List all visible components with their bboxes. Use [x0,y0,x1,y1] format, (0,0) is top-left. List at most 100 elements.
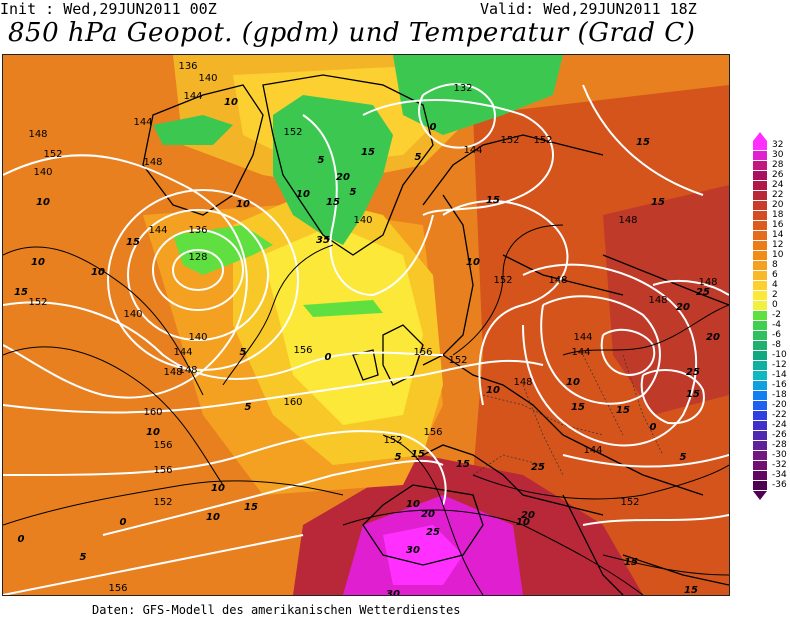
colorbar-label: -4 [772,320,781,330]
colorbar-swatch [753,301,767,310]
colorbar-label: 2 [772,290,778,300]
temperature-label: 5 [318,155,325,166]
colorbar-swatch [753,241,767,250]
temperature-label: 15 [326,197,340,208]
cold-pool-west [153,115,233,145]
colorbar-swatch [753,221,767,230]
colorbar-swatch [753,481,767,490]
temperature-label: 15 [651,197,665,208]
colorbar-swatch [753,311,767,320]
geopotential-label: 140 [198,73,217,84]
colorbar-label: -34 [772,470,787,480]
colorbar-swatch [753,411,767,420]
geopotential-label: 148 [548,275,567,286]
colorbar-label: 8 [772,260,778,270]
temperature-label: 20 [706,332,720,343]
yellow-core [263,225,423,425]
temperature-label: 15 [616,405,630,416]
geopotential-label: 140 [123,309,142,320]
geopotential-label: 148 [163,367,182,378]
geopotential-label: 152 [500,135,519,146]
geopotential-label: 148 [28,129,47,140]
colorbar-swatch [753,461,767,470]
colorbar-swatch [753,171,767,180]
colorbar-swatch [753,321,767,330]
temperature-label: 5 [80,552,87,563]
colorbar-swatch [753,471,767,480]
colorbar-label: 20 [772,200,784,210]
temperature-label: 10 [91,267,105,278]
geopotential-label: 156 [108,583,127,594]
temperature-label: 15 [411,449,425,460]
colorbar-label: -22 [772,410,787,420]
temperature-isotherms [3,224,729,595]
colorbar-swatch [753,161,767,170]
geopotential-label: 160 [143,407,162,418]
temperature-label: 5 [240,347,247,358]
colorbar-label: -26 [772,430,787,440]
geopotential-label: 152 [448,355,467,366]
temperature-label: 25 [531,462,545,473]
geopotential-label: 144 [571,347,590,358]
temperature-label: 0 [120,517,127,528]
temperature-label: 0 [18,534,25,545]
temperature-label: 15 [244,502,258,513]
geopotential-label: 140 [353,215,372,226]
geopotential-label: 160 [283,397,302,408]
geopotential-label: 152 [28,297,47,308]
colorbar-label: -24 [772,420,787,430]
temperature-label: 20 [521,510,535,521]
geopotential-label: 148 [618,215,637,226]
colorbar-label: 10 [772,250,784,260]
geopotential-label: 156 [413,347,432,358]
geopotential-label: 156 [153,465,172,476]
geopotential-label: 132 [453,83,472,94]
weather-map: 136 140 144 148 152 140 144 148 152 156 160 156 160 1… [2,54,730,596]
geopotential-label: 152 [283,127,302,138]
contour-labels: 136 140 144 148 152 140 144 148 152 156 160 156 160 1… [14,61,720,595]
temperature-label: 10 [206,512,220,523]
geopotential-label: 128 [188,252,207,263]
colorbar-label: -18 [772,390,787,400]
geopotential-label: 152 [620,497,639,508]
colorbar-label: -14 [772,370,787,380]
temperature-label: 10 [224,97,238,108]
geopotential-label: 152 [153,497,172,508]
colorbar-label: -30 [772,450,787,460]
colorbar-label: -6 [772,330,781,340]
geopotential-label: 152 [533,135,552,146]
colorbar-label: 16 [772,220,784,230]
temperature-label: 20 [336,172,350,183]
colorbar-label: 32 [772,140,784,150]
geopotential-label: 156 [423,427,442,438]
temperature-label: 15 [636,137,650,148]
colorbar-swatch [753,371,767,380]
colorbar-swatch [753,181,767,190]
valid-time: Valid: Wed,29JUN2011 18Z [480,0,697,18]
temperature-label: 25 [686,367,700,378]
geopotential-label: 144 [573,332,592,343]
hottest-core [383,525,463,585]
colorbar-label: 24 [772,180,784,190]
temperature-label: 0 [650,422,657,433]
colorbar-swatch [753,271,767,280]
colorbar-label: 14 [772,230,784,240]
colorbar-label: 6 [772,270,778,280]
colorbar-swatch [753,251,767,260]
geopotential-label: 148 [143,157,162,168]
geopotential-label: 152 [43,149,62,160]
temperature-label: 35 [316,235,330,246]
geopotential-label: 136 [188,225,207,236]
temperature-label: 15 [686,389,700,400]
temperature-label: 10 [566,377,580,388]
temperature-label: 15 [456,459,470,470]
colorbar-label: -36 [772,480,787,490]
geopotential-label: 140 [33,167,52,178]
temperature-label: 5 [245,402,252,413]
colorbar-label: 4 [772,280,778,290]
colorbar-label: 22 [772,190,784,200]
geopotential-label: 156 [293,345,312,356]
hot-east-region [603,185,729,415]
colorbar-swatch [753,151,767,160]
geopotential-label: 152 [383,435,402,446]
